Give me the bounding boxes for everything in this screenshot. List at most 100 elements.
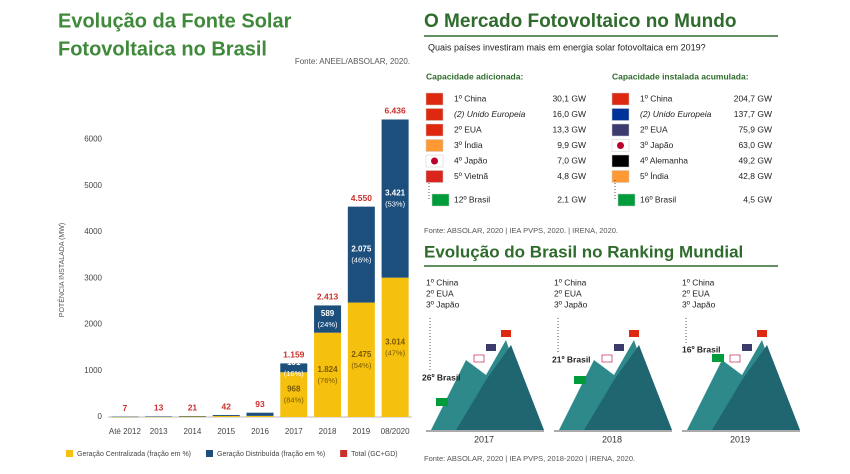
bar-segment (246, 412, 274, 416)
total-label: 42 (221, 401, 231, 411)
bar-value-label: 2.475 (351, 350, 372, 359)
bar-share-label: (46%) (351, 256, 372, 265)
rank-entry: 2º EUA (426, 288, 454, 298)
country-value: 42,8 GW (738, 171, 772, 181)
country-value: 16,0 GW (552, 109, 586, 119)
country-rank: 1º China (454, 93, 487, 103)
bar-segment (381, 277, 409, 417)
flag (729, 354, 741, 363)
total-label: 6.436 (384, 106, 406, 116)
brazil-rank: 16º Brasil (682, 344, 721, 354)
flag (425, 92, 444, 106)
country-value: 7,0 GW (557, 155, 586, 165)
x-tick-label: 2014 (184, 427, 202, 436)
y-tick-label: 5000 (84, 181, 102, 190)
flag (425, 170, 444, 183)
country-value: 75,9 GW (738, 124, 772, 134)
flag-emblem (617, 142, 624, 149)
flag (425, 139, 444, 152)
bar-segment (178, 416, 206, 417)
country-value: 30,1 GW (552, 93, 586, 103)
country-rank: 5º Vietnã (454, 171, 488, 181)
flag (611, 108, 630, 121)
bar-segment (314, 305, 342, 333)
y-tick-label: 3000 (84, 273, 102, 282)
country-rank: 5º Índia (640, 171, 669, 181)
total-label: 7 (123, 403, 128, 413)
chart-title: Fotovoltaica no Brasil (58, 38, 267, 60)
bar-value-label: 3.014 (385, 337, 406, 346)
bar-segment (381, 119, 409, 278)
chart-source: Fonte: ANEEL/ABSOLAR, 2020. (295, 57, 410, 66)
total-label: 1.159 (283, 350, 305, 360)
x-tick-label: 2013 (150, 427, 168, 436)
table-heading: Capacidade adicionada: (426, 71, 523, 81)
flag (425, 108, 444, 121)
total-label: 13 (154, 403, 164, 413)
bar-share-label: (47%) (385, 348, 406, 357)
bar-segment (246, 415, 274, 417)
bar-share-label: (16%) (284, 369, 305, 378)
bar-share-label: (54%) (351, 361, 372, 370)
y-tick-label: 4000 (84, 227, 102, 236)
rank-entry: 1º China (554, 277, 587, 287)
y-tick-label: 6000 (84, 135, 102, 144)
bar-segment (212, 415, 240, 417)
y-tick-label: 1000 (84, 366, 102, 375)
legend-label: Geração Centralizada (fração em %) (77, 451, 191, 458)
bar-value-label: 3.421 (385, 189, 406, 198)
country-rank: 4º Japão (454, 155, 488, 165)
mountain (456, 345, 544, 430)
y-axis-label: POTÊNCIA INSTALADA (MW) (57, 223, 66, 317)
flag (425, 123, 444, 137)
market-subtitle: Quais países investiram mais em energia … (428, 42, 706, 52)
brazil-rank: 21º Brasil (552, 354, 591, 364)
flag (611, 170, 630, 183)
country-value: 2,1 GW (557, 194, 586, 204)
panel-year: 2017 (474, 434, 494, 444)
chart-title: Evolução da Fonte Solar (58, 10, 292, 32)
country-rank: 3º Índia (454, 140, 483, 150)
bar-share-label: (76%) (318, 376, 339, 385)
country-rank: (2) Unido Europeia (640, 109, 712, 119)
y-tick-label: 0 (98, 412, 103, 421)
country-rank: 12º Brasil (454, 194, 490, 204)
bar-segment (347, 206, 375, 303)
bar-segment (145, 416, 173, 418)
bar-share-label: (84%) (284, 396, 305, 405)
bar-segment (145, 416, 173, 417)
bar-segment (212, 416, 240, 417)
bar-value-label: 191 (287, 358, 301, 367)
x-tick-label: 2019 (352, 427, 370, 436)
bar-segment (111, 416, 139, 418)
country-value: 137,7 GW (734, 109, 772, 119)
legend-swatch (66, 450, 73, 457)
rank-entry: 1º China (426, 277, 459, 287)
flag (757, 330, 767, 337)
flag (611, 92, 630, 106)
bar-segment (178, 416, 206, 417)
flag (501, 330, 511, 337)
country-rank: 16º Brasil (640, 194, 676, 204)
bar-value-label: 2.075 (351, 245, 372, 254)
bar-value-label: 1.824 (318, 365, 339, 374)
table-heading: Capacidade instalada acumulada: (612, 71, 749, 81)
country-rank: 2º EUA (640, 124, 668, 134)
rank-entry: 2º EUA (554, 288, 582, 298)
legend-label: Total (GC+GD) (351, 451, 397, 458)
ranking-title: Evolução do Brasil no Ranking Mundial (424, 242, 743, 261)
brazil-rank: 26º Brasil (422, 372, 461, 382)
bar-value-label: 589 (321, 309, 335, 318)
legend-label: Geração Distribuída (fração em %) (217, 451, 325, 458)
flag (436, 398, 448, 406)
country-value: 4,5 GW (743, 194, 772, 204)
flag (742, 344, 752, 351)
market-title: O Mercado Fotovoltaico no Mundo (424, 11, 736, 32)
flag (611, 123, 630, 137)
panel-year: 2019 (730, 434, 750, 444)
bar-segment (280, 363, 308, 373)
flag (712, 354, 724, 362)
country-rank: 4º Alemanha (640, 155, 688, 165)
flag (574, 376, 586, 384)
panel-year: 2018 (602, 434, 622, 444)
